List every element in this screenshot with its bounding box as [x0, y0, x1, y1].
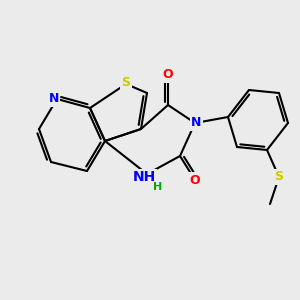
Text: N: N	[191, 116, 202, 130]
Text: N: N	[49, 92, 59, 106]
Text: NH: NH	[132, 170, 156, 184]
Text: H: H	[153, 182, 162, 193]
Text: S: S	[122, 76, 130, 89]
Text: O: O	[163, 68, 173, 82]
Text: S: S	[274, 170, 284, 184]
Text: O: O	[190, 173, 200, 187]
